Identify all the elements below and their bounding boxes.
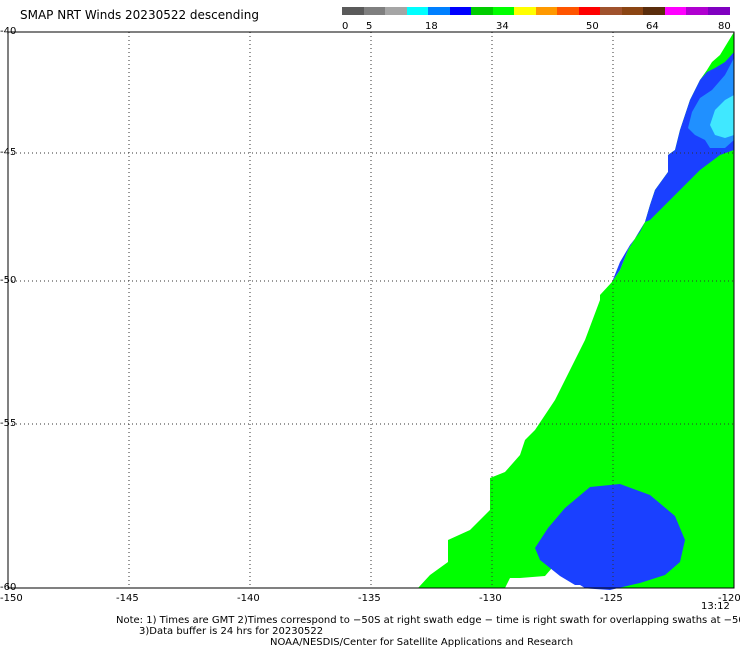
colorbar-tick-label: 0 bbox=[342, 21, 349, 32]
colorbar-tick-label: 5 bbox=[366, 21, 373, 32]
colorbar-segment bbox=[557, 7, 579, 15]
note-line-1: Note: 1) Times are GMT 2)Times correspon… bbox=[116, 615, 740, 626]
colorbar-segment bbox=[578, 7, 601, 15]
colorbar-segment bbox=[707, 7, 730, 15]
longitude-label: -140 bbox=[237, 593, 260, 604]
colorbar-segment bbox=[406, 7, 429, 15]
note-line-2: 3)Data buffer is 24 hrs for 20230522 bbox=[139, 626, 324, 637]
colorbar-segment bbox=[449, 7, 472, 15]
map-title: SMAP NRT Winds 20230522 descending bbox=[20, 8, 259, 22]
map-frame bbox=[7, 31, 735, 589]
colorbar-segment bbox=[643, 7, 665, 15]
longitude-label: -125 bbox=[600, 593, 623, 604]
latitude-label: -50 bbox=[0, 275, 17, 286]
colorbar-segment bbox=[363, 7, 386, 15]
latitude-label: -60 bbox=[0, 582, 17, 593]
longitude-label: -120 bbox=[718, 593, 740, 604]
longitude-label: -145 bbox=[116, 593, 139, 604]
longitude-label: -130 bbox=[479, 593, 502, 604]
graticule bbox=[8, 32, 734, 588]
latitude-label: -40 bbox=[0, 26, 17, 37]
colorbar-segment bbox=[471, 7, 493, 15]
colorbar-tick-label: 34 bbox=[496, 21, 509, 32]
wind-swath-cyan bbox=[710, 95, 734, 138]
colorbar-segment bbox=[492, 7, 515, 15]
colorbar-segment bbox=[535, 7, 558, 15]
swath-gap-2 bbox=[555, 585, 585, 588]
colorbar-tick-label: 18 bbox=[425, 21, 438, 32]
colorbar-segment bbox=[514, 7, 536, 15]
colorbar-segment bbox=[686, 7, 708, 15]
latitude-label: -45 bbox=[0, 147, 17, 158]
latitude-label: -55 bbox=[0, 418, 17, 429]
swath-time-label: 13:12 bbox=[701, 601, 730, 612]
wind-swath-blue-south bbox=[535, 484, 685, 590]
longitude-label: -135 bbox=[358, 593, 381, 604]
colorbar-segment bbox=[600, 7, 622, 15]
colorbar-tick-label: 50 bbox=[586, 21, 599, 32]
colorbar-segment bbox=[428, 7, 450, 15]
longitude-label: -150 bbox=[0, 593, 23, 604]
swath-gap bbox=[505, 568, 582, 588]
colorbar-tick-label: 64 bbox=[646, 21, 659, 32]
wind-swath-green bbox=[418, 32, 734, 588]
colorbar-segment bbox=[342, 7, 364, 15]
colorbar-segment bbox=[385, 7, 407, 15]
wind-swath bbox=[418, 32, 734, 590]
colorbar-segment bbox=[621, 7, 644, 15]
colorbar-segment bbox=[664, 7, 687, 15]
colorbar-tick-label: 80 bbox=[718, 21, 731, 32]
note-credit: NOAA/NESDIS/Center for Satellite Applica… bbox=[270, 637, 574, 648]
